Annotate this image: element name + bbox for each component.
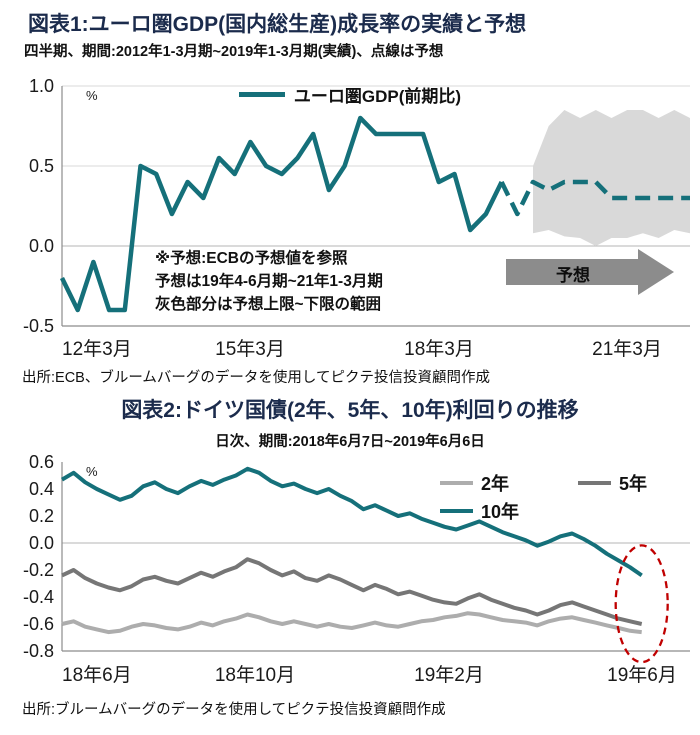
fig2-y-tick: -0.4 (22, 587, 54, 607)
fig2-y-tick: 0.4 (28, 479, 54, 499)
fig2-legend-item-5y: 5年 (578, 470, 647, 496)
fig1-legend-label: ユーロ圏GDP(前期比) (293, 87, 462, 106)
fig1-legend-line-swatch (238, 92, 285, 97)
fig1-x-tick: 15年3月 (215, 339, 285, 360)
fig1-y-tick: 0.5 (28, 156, 54, 176)
fig1-title: 図表1:ユーロ圏GDP(国内総生産)成長率の実績と予想 (28, 13, 527, 36)
fig2-y-tick: 0.6 (28, 452, 54, 472)
fig1-x-tick: 21年3月 (592, 339, 662, 360)
fig2-legend-label-10y: 10年 (481, 502, 520, 522)
fig1-y-tick: 1.0 (28, 76, 54, 96)
fig2-source: 出所:ブルームバーグのデータを使用してピクテ投信投資顧問作成 (22, 702, 446, 718)
fig1-y-axis-unit-label: % (86, 88, 98, 103)
fig1-y-tick: 0.0 (28, 236, 54, 256)
fig1-x-tick: 12年3月 (62, 339, 132, 360)
fig2-legend-label-5y: 5年 (619, 474, 648, 494)
fig1-note-line-1: ※予想:ECBの予想値を参照 (155, 250, 348, 267)
fig2-y-tick: 0.0 (28, 533, 54, 553)
fig2-legend-swatch-5y (578, 480, 611, 486)
fig2-legend-item-2y: 2年 (440, 470, 509, 496)
fig2-x-tick: 18年10月 (214, 665, 296, 686)
fig1-y-tick: -0.5 (22, 316, 54, 336)
fig2-x-tick: 18年6月 (62, 665, 132, 686)
fig2-y-tick: -0.2 (22, 560, 54, 580)
fig2-legend-item-10y: 10年 (440, 498, 519, 524)
fig2-y-tick: -0.8 (22, 641, 54, 661)
fig1-note-line-2: 予想は19年4-6月期~21年1-3月期 (155, 273, 383, 290)
fig2-y-axis-unit-label: % (86, 464, 98, 479)
fig2-y-tick: 0.2 (28, 506, 54, 526)
fig2-legend-swatch-2y (440, 480, 473, 486)
fig1-x-tick: 18年3月 (404, 339, 474, 360)
fig1-legend: ユーロ圏GDP(前期比) (0, 82, 700, 107)
fig1-note-line-3: 灰色部分は予想上限~下限の範囲 (155, 296, 382, 313)
fig2-y-tick: -0.6 (22, 614, 54, 634)
forecast-arrow-label: 予想 (556, 266, 590, 285)
fig1-subtitle: 四半期、期間:2012年1-3月期~2019年1-3月期(実績)、点線は予想 (24, 44, 444, 60)
fig1-source: 出所:ECB、ブルームバーグのデータを使用してピクテ投信投資顧問作成 (22, 370, 490, 386)
fig2-title: 図表2:ドイツ国債(2年、5年、10年)利回りの推移 (121, 399, 579, 422)
fig2-x-tick: 19年2月 (414, 665, 484, 686)
fig2-legend-swatch-10y (440, 508, 473, 514)
fig2-legend-label-2y: 2年 (481, 474, 510, 494)
fig2-x-tick: 19年6月 (607, 665, 677, 686)
fig2-subtitle: 日次、期間:2018年6月7日~2019年6月6日 (215, 434, 485, 450)
